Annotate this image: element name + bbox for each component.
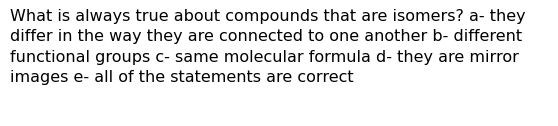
Text: What is always true about compounds that are isomers? a- they
differ in the way : What is always true about compounds that…: [10, 9, 526, 85]
